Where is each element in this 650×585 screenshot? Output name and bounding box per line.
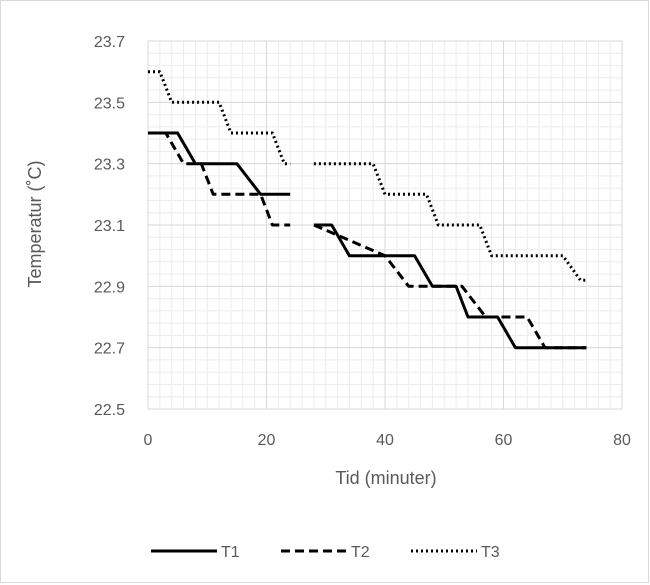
x-tick-label: 60 — [495, 432, 513, 449]
grid — [147, 40, 623, 410]
axes — [147, 41, 622, 410]
series-line-t2 — [313, 223, 587, 350]
y-tick-label: 23.5 — [94, 95, 125, 112]
x-tick-label: 40 — [376, 432, 394, 449]
y-tick-label: 23.7 — [94, 34, 125, 51]
y-tick-label: 23.3 — [94, 157, 125, 174]
legend-label-t3: T3 — [481, 544, 500, 561]
series-line-t1 — [313, 223, 587, 350]
x-axis-title: Tid (minuter) — [335, 468, 436, 488]
y-tick-label: 22.7 — [94, 341, 125, 358]
x-tick-label: 0 — [144, 432, 153, 449]
y-tick-label: 23.1 — [94, 218, 125, 235]
x-tick-label: 20 — [258, 432, 276, 449]
series-line-t3 — [313, 162, 587, 282]
series-line-t2 — [148, 131, 291, 227]
y-tick-label: 22.5 — [94, 402, 125, 419]
series-line-t1 — [148, 131, 291, 196]
tick-labels: 0 20 40 60 80 22.5 22.7 22.9 23.1 23.3 23.5 23.7 — [94, 34, 631, 449]
x-tick-label: 80 — [613, 432, 631, 449]
legend-label-t2: T2 — [351, 544, 370, 561]
legend: T1 T2 T3 — [151, 544, 500, 561]
y-tick-label: 22.9 — [94, 279, 125, 296]
series-lines — [148, 70, 587, 350]
y-axis-title: Temperatur (˚C) — [25, 160, 45, 287]
legend-label-t1: T1 — [221, 544, 240, 561]
